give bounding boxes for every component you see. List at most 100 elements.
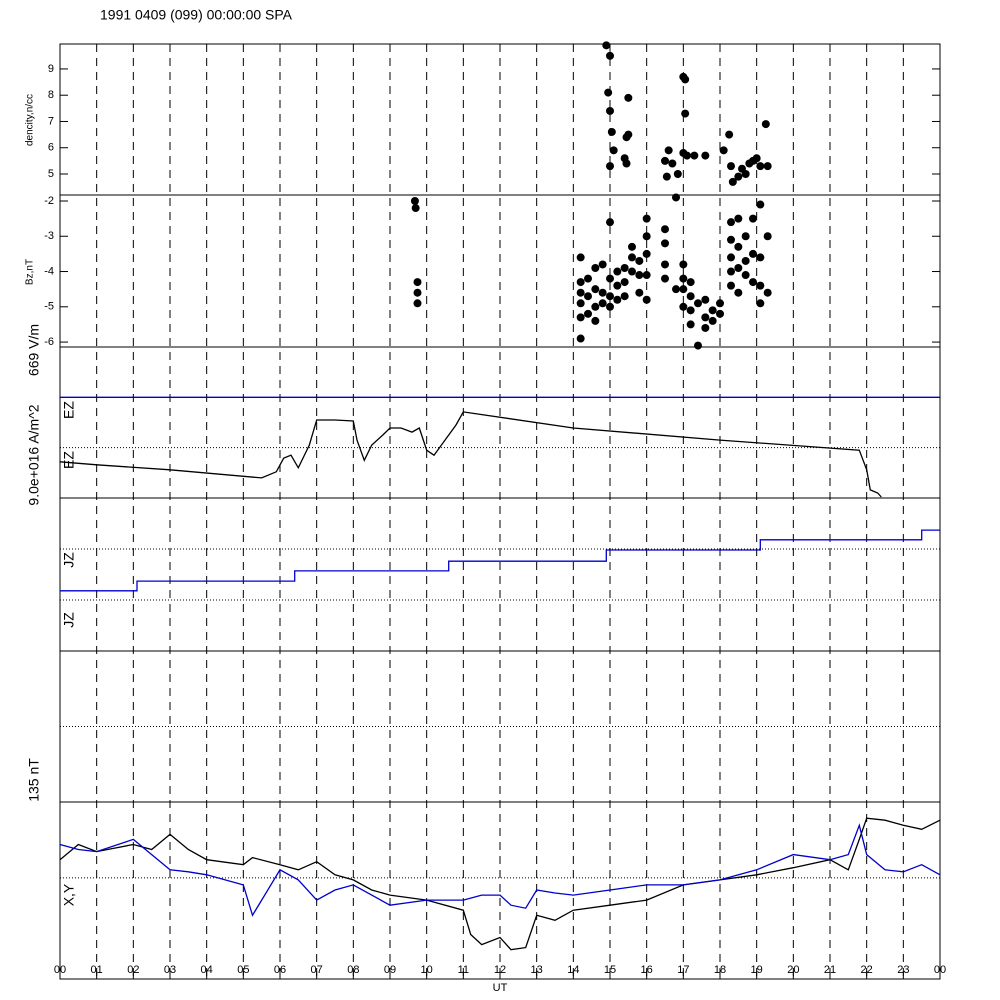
panel-label: 135 nT [26,758,42,802]
panel-label: JZ [61,552,77,568]
data-point [584,292,592,301]
data-point [591,264,600,273]
data-point [606,106,614,115]
chart-title: 1991 0409 (099) 00:00:00 SPA [100,7,293,23]
data-point [690,151,699,160]
data-point [694,341,702,350]
data-point [613,267,622,276]
data-point [591,285,600,294]
data-point [413,299,422,308]
y-tick-label: -2 [44,195,54,207]
data-point [734,264,743,273]
data-point [727,235,735,244]
panel-label: JZ [61,612,77,628]
data-point [584,274,592,283]
y-tick-label: 8 [48,89,54,101]
data-point [716,299,724,308]
panel-label: X,Y [61,883,77,906]
data-point [613,295,622,304]
data-point [613,281,622,290]
data-point [668,159,677,168]
y-tick-label: -4 [44,265,54,277]
data-point [683,151,691,160]
data-point [741,232,750,241]
data-point [741,256,750,265]
data-point [602,41,611,50]
data-point [716,309,724,318]
data-point [576,334,585,343]
series-line [59,823,941,917]
data-point [681,75,690,84]
data-point [598,288,607,297]
data-point [761,120,770,129]
y-tick-label: -3 [44,230,54,242]
data-point [628,267,636,276]
data-point [734,214,743,223]
data-point [661,260,669,269]
data-point [628,253,636,262]
data-point [413,288,422,297]
data-point [763,162,772,171]
data-point [635,288,644,297]
data-point [756,162,765,171]
data-point [679,285,688,294]
series-line [59,411,882,498]
data-point [410,196,419,205]
data-point [635,256,644,265]
panel-frame [59,801,941,980]
data-point [686,320,695,329]
data-point [606,274,614,283]
data-point [681,109,690,118]
data-point [624,93,633,102]
data-point [411,204,420,213]
data-point [749,249,757,258]
data-point [664,146,673,155]
data-point [752,154,761,163]
data-point [741,169,750,178]
panel-label: 9.0e+016 A/m^2 [26,404,42,505]
data-point [642,232,651,241]
data-point [606,218,614,227]
series-line [59,817,941,951]
data-point [708,316,717,325]
data-point [727,281,735,290]
data-point [661,156,669,165]
data-point [673,169,682,178]
data-point [642,295,651,304]
data-point [606,292,614,301]
data-point [604,88,613,97]
data-point [741,271,750,280]
data-point [661,239,669,248]
data-point [686,278,695,287]
data-point [727,267,735,276]
data-point [727,218,735,227]
data-point [622,159,631,168]
data-point [620,278,629,287]
data-point [727,253,735,262]
y-tick-label: 6 [48,142,54,154]
data-point [606,51,614,60]
y-axis-label: dencity,n/cc [25,94,36,146]
data-point [734,172,743,181]
data-point [628,242,636,251]
data-point [686,306,695,315]
y-tick-label: 7 [48,115,54,127]
data-point [609,146,618,155]
data-point [756,253,765,262]
data-point [576,278,585,287]
panel-label: 669 V/m [26,324,42,376]
data-point [606,162,614,171]
data-point [606,302,614,311]
data-point [719,146,728,155]
y-axis-label: Bz,nT [25,259,36,285]
panel-label: EZ [61,451,77,469]
data-point [708,306,717,315]
data-point [413,278,422,287]
data-point [749,214,757,223]
data-point [694,299,702,308]
data-point [576,253,585,262]
y-tick-label: 5 [48,168,54,180]
data-point [679,302,688,311]
data-point [591,316,600,325]
